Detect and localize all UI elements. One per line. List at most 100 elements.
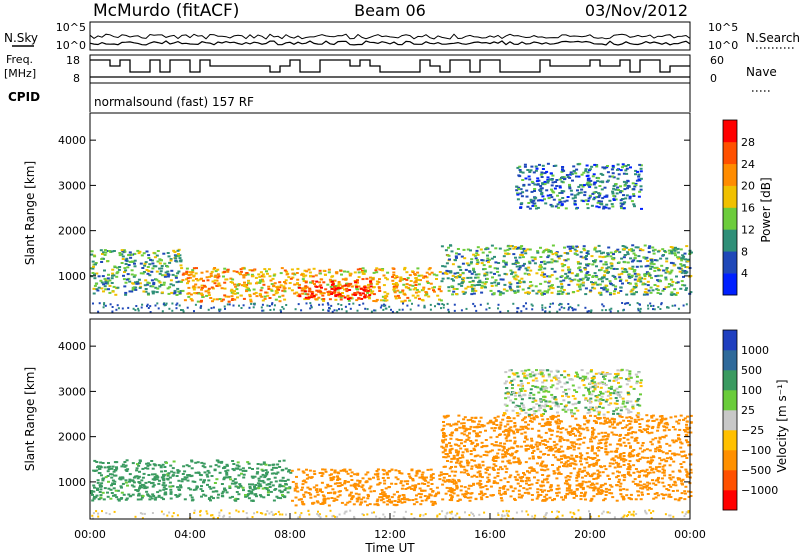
velocity-echo-cell xyxy=(182,473,185,475)
velocity-echo-cell xyxy=(427,469,430,471)
power-echo-cell xyxy=(620,169,623,171)
power-echo-cell xyxy=(484,268,487,270)
power-echo-cell xyxy=(674,250,677,252)
power-echo-cell xyxy=(585,274,588,276)
velocity-echo-cell xyxy=(486,477,489,479)
power-echo-cell xyxy=(561,275,564,277)
power-echo-cell xyxy=(680,248,683,250)
power-echo-cell xyxy=(561,286,564,288)
velocity-echo-cell xyxy=(421,490,424,492)
velocity-echo-cell xyxy=(572,458,575,460)
power-echo-cell xyxy=(409,289,412,291)
velocity-echo-cell xyxy=(643,449,646,451)
power-echo-cell xyxy=(286,273,289,275)
velocity-echo-cell xyxy=(424,495,427,497)
velocity-echo-cell xyxy=(107,462,110,464)
velocity-echo-cell xyxy=(269,486,272,488)
velocity-echo-cell xyxy=(509,474,512,476)
power-echo-cell xyxy=(162,284,165,286)
power-echo-cell xyxy=(610,265,613,267)
velocity-echo-cell xyxy=(525,483,528,485)
velocity-echo-cell xyxy=(580,486,583,488)
power-echo-cell xyxy=(591,255,594,257)
power-echo-cell xyxy=(599,284,602,286)
velocity-echo-cell xyxy=(499,426,502,428)
power-echo-cell xyxy=(554,188,557,190)
velocity-echo-cell xyxy=(569,463,572,465)
velocity-echo-cell xyxy=(181,478,184,480)
power-echo-cell xyxy=(568,177,571,179)
velocity-echo-cell xyxy=(658,457,661,459)
power-echo-cell xyxy=(265,270,268,272)
power-echo-cell xyxy=(103,302,105,304)
power-echo-cell xyxy=(630,291,633,293)
velocity-echo-cell xyxy=(575,480,578,482)
power-echo-cell xyxy=(323,292,326,294)
power-echo-cell xyxy=(186,268,189,270)
power-echo-cell xyxy=(546,292,549,294)
velocity-echo-cell xyxy=(478,420,481,422)
power-echo-cell xyxy=(341,308,343,310)
power-echo-cell xyxy=(475,252,478,254)
power-echo-cell xyxy=(589,195,592,197)
velocity-echo-cell xyxy=(107,488,110,490)
velocity-echo-cell xyxy=(129,495,132,497)
velocity-echo-cell xyxy=(532,450,535,452)
power-echo-cell xyxy=(595,276,598,278)
velocity-echo-cell xyxy=(281,491,284,493)
power-echo-cell xyxy=(132,289,135,291)
power-echo-cell xyxy=(414,287,417,289)
power-echo-cell xyxy=(672,305,674,307)
velocity-echo-cell xyxy=(445,453,448,455)
velocity-echo-cell xyxy=(432,503,435,505)
velocity-echo-cell xyxy=(229,478,232,480)
velocity-echo-cell xyxy=(467,488,470,490)
power-echo-cell xyxy=(417,295,420,297)
velocity-echo-cell xyxy=(606,475,609,477)
power-colorbar-tick: 12 xyxy=(741,223,755,236)
velocity-echo-cell xyxy=(152,495,155,497)
velocity-echo-cell xyxy=(387,495,390,497)
power-echo-cell xyxy=(538,266,541,268)
velocity-echo-cell xyxy=(516,450,519,452)
power-echo-cell xyxy=(531,205,534,207)
power-echo-cell xyxy=(640,266,643,268)
velocity-echo-cell xyxy=(594,457,597,459)
velocity-echo-cell xyxy=(495,424,498,426)
velocity-echo-cell xyxy=(383,480,386,482)
velocity-echo-cell xyxy=(119,478,122,480)
velocity-echo-cell xyxy=(663,429,666,431)
power-echo-cell xyxy=(582,278,585,280)
velocity-echo-cell xyxy=(605,494,608,496)
power-echo-cell xyxy=(100,261,103,263)
power-echo-cell xyxy=(607,180,610,182)
velocity-echo-cell xyxy=(612,457,615,459)
velocity-echo-cell xyxy=(170,493,173,495)
velocity-echo-cell xyxy=(235,485,238,487)
power-echo-cell xyxy=(531,181,534,183)
power-echo-cell xyxy=(229,303,231,305)
power-echo-cell xyxy=(486,255,489,257)
power-echo-cell xyxy=(211,271,214,273)
power-echo-cell xyxy=(313,295,316,297)
power-echo-cell xyxy=(650,292,653,294)
velocity-echo-cell xyxy=(207,470,210,472)
power-echo-cell xyxy=(125,263,128,265)
velocity-echo-cell xyxy=(376,499,379,501)
power-echo-cell xyxy=(685,245,688,247)
power-echo-cell xyxy=(255,292,258,294)
velocity-echo-cell xyxy=(470,426,473,428)
power-echo-cell xyxy=(322,304,324,306)
power-echo-cell xyxy=(179,305,181,307)
velocity-echo-cell xyxy=(366,471,369,473)
power-echo-cell xyxy=(346,310,348,312)
power-echo-cell xyxy=(673,252,676,254)
velocity-echo-cell xyxy=(309,497,312,499)
power-echo-cell xyxy=(268,268,271,270)
power-echo-cell xyxy=(529,249,532,251)
velocity-echo-cell xyxy=(655,419,658,421)
power-echo-cell xyxy=(167,252,170,254)
velocity-echo-cell xyxy=(622,498,625,500)
